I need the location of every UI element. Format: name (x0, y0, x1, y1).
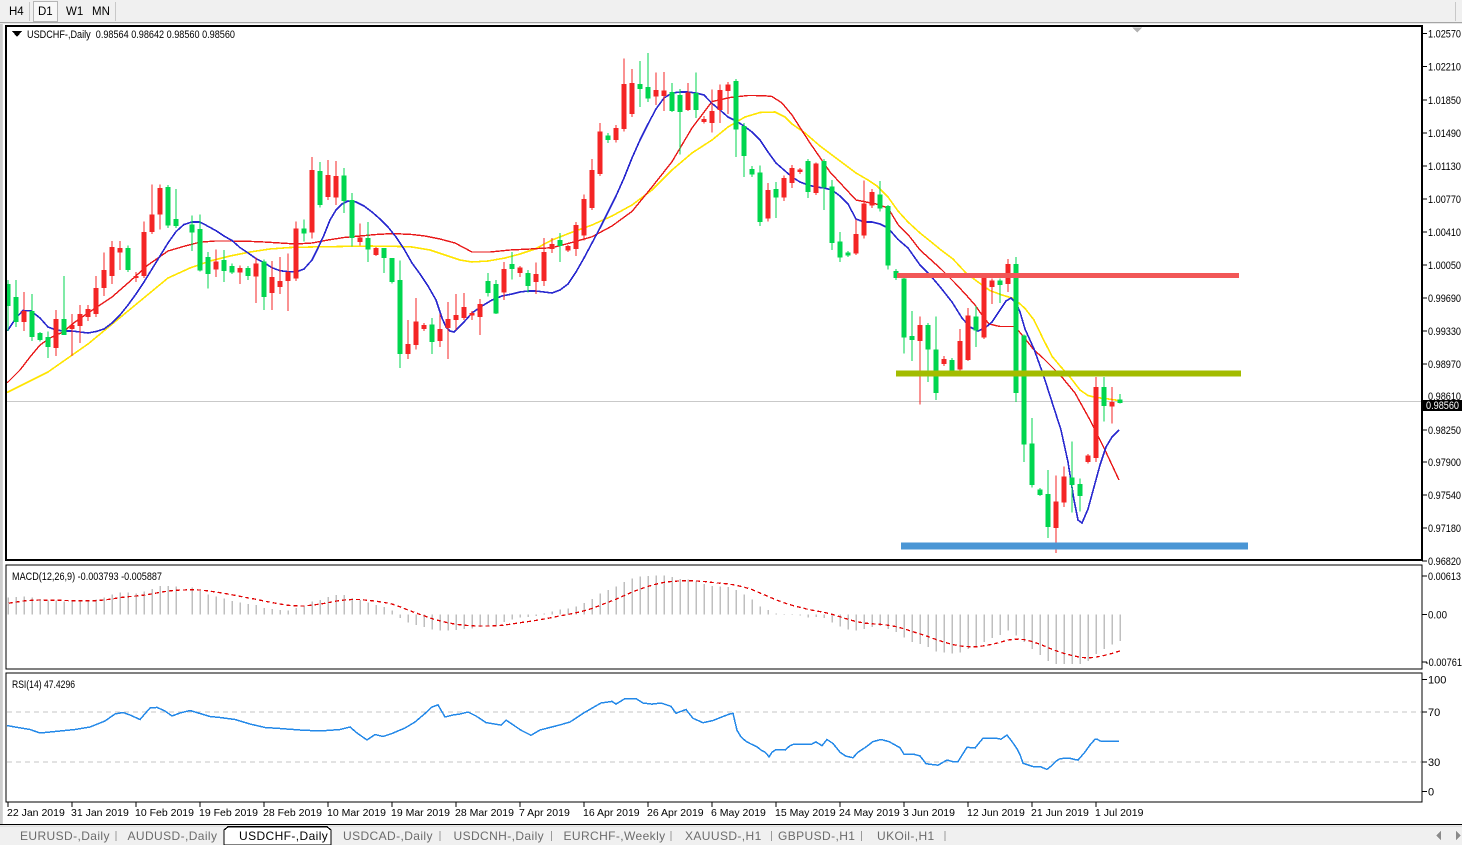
svg-text:0.97900: 0.97900 (1428, 457, 1461, 469)
svg-text:1 Jul 2019: 1 Jul 2019 (1095, 807, 1144, 819)
svg-text:10 Feb 2019: 10 Feb 2019 (135, 807, 194, 819)
svg-text:3 Jun 2019: 3 Jun 2019 (903, 807, 955, 819)
svg-text:0.98250: 0.98250 (1428, 425, 1461, 437)
svg-text:1.00410: 1.00410 (1428, 227, 1461, 239)
svg-text:10 Mar 2019: 10 Mar 2019 (327, 807, 386, 819)
svg-text:USDCNH-,Daily: USDCNH-,Daily (454, 829, 545, 843)
svg-text:28 Mar 2019: 28 Mar 2019 (455, 807, 514, 819)
svg-text:24 May 2019: 24 May 2019 (839, 807, 900, 819)
svg-text:1.02210: 1.02210 (1428, 62, 1461, 74)
svg-text:1.01130: 1.01130 (1428, 161, 1461, 173)
svg-text:0.99330: 0.99330 (1428, 326, 1461, 338)
svg-text:0.98970: 0.98970 (1428, 359, 1461, 371)
svg-text:1.01490: 1.01490 (1428, 128, 1461, 140)
svg-text:USDCHF-,Daily 0.98564 0.98642: USDCHF-,Daily 0.98564 0.98642 0.98560 0.… (27, 29, 235, 41)
svg-text:1.02570: 1.02570 (1428, 29, 1461, 41)
svg-text:USDCHF-,Daily: USDCHF-,Daily (239, 829, 328, 843)
svg-text:0.00: 0.00 (1428, 609, 1447, 621)
svg-text:70: 70 (1428, 707, 1440, 719)
svg-text:EURUSD-,Daily: EURUSD-,Daily (20, 829, 110, 843)
svg-text:0.00613: 0.00613 (1428, 571, 1461, 583)
svg-text:26 Apr 2019: 26 Apr 2019 (647, 807, 704, 819)
svg-text:UKOil-,H1: UKOil-,H1 (877, 829, 935, 843)
svg-text:0.96820: 0.96820 (1428, 556, 1461, 568)
svg-text:1.01850: 1.01850 (1428, 95, 1461, 107)
svg-text:EURCHF-,Weekly: EURCHF-,Weekly (564, 829, 666, 843)
svg-text:0.97540: 0.97540 (1428, 490, 1461, 502)
svg-text:D1: D1 (38, 6, 53, 18)
svg-text:21 Jun 2019: 21 Jun 2019 (1031, 807, 1089, 819)
svg-text:MACD(12,26,9) -0.003793 -0.005: MACD(12,26,9) -0.003793 -0.005887 (12, 571, 162, 583)
svg-text:0.99690: 0.99690 (1428, 293, 1461, 305)
svg-text:19 Mar 2019: 19 Mar 2019 (391, 807, 450, 819)
svg-text:RSI(14) 47.4296: RSI(14) 47.4296 (12, 679, 75, 691)
svg-text:AUDUSD-,Daily: AUDUSD-,Daily (128, 829, 218, 843)
svg-text:XAUUSD-,H1: XAUUSD-,H1 (685, 829, 762, 843)
svg-text:0.98560: 0.98560 (1426, 400, 1459, 412)
svg-text:-0.00761: -0.00761 (1426, 657, 1462, 669)
svg-text:19 Feb 2019: 19 Feb 2019 (199, 807, 258, 819)
svg-text:MN: MN (92, 6, 110, 18)
svg-text:0: 0 (1428, 787, 1434, 799)
svg-text:GBPUSD-,H1: GBPUSD-,H1 (778, 829, 855, 843)
svg-text:6 May 2019: 6 May 2019 (711, 807, 766, 819)
svg-text:15 May 2019: 15 May 2019 (775, 807, 836, 819)
svg-text:USDCAD-,Daily: USDCAD-,Daily (343, 829, 433, 843)
svg-text:W1: W1 (66, 6, 83, 18)
svg-text:30: 30 (1428, 757, 1440, 769)
svg-text:1.00770: 1.00770 (1428, 194, 1461, 206)
svg-text:22 Jan 2019: 22 Jan 2019 (7, 807, 65, 819)
svg-text:28 Feb 2019: 28 Feb 2019 (263, 807, 322, 819)
svg-text:0.97180: 0.97180 (1428, 523, 1461, 535)
svg-text:H4: H4 (9, 6, 24, 18)
svg-text:7 Apr 2019: 7 Apr 2019 (519, 807, 570, 819)
svg-text:31 Jan 2019: 31 Jan 2019 (71, 807, 129, 819)
svg-text:16 Apr 2019: 16 Apr 2019 (583, 807, 640, 819)
svg-text:100: 100 (1428, 675, 1446, 687)
svg-text:12 Jun 2019: 12 Jun 2019 (967, 807, 1025, 819)
svg-text:1.00050: 1.00050 (1428, 260, 1461, 272)
